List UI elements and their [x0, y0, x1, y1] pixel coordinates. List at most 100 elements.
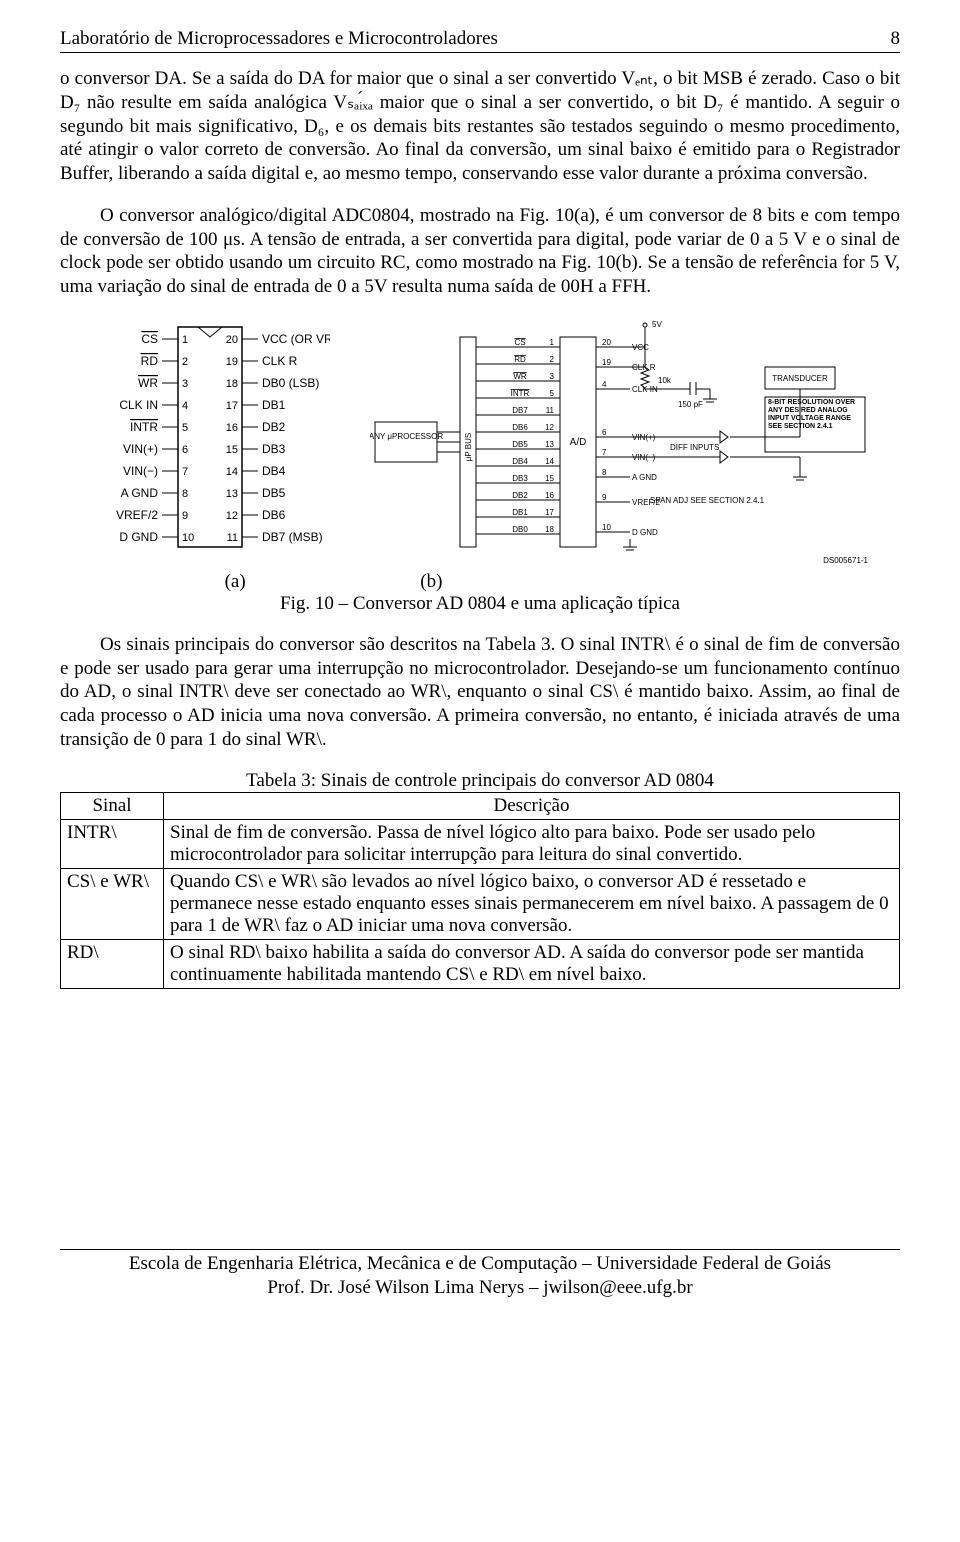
fig-label-a: (a) [60, 571, 350, 593]
svg-text:D GND: D GND [119, 530, 158, 544]
bus-label: μP BUS [464, 433, 473, 461]
svg-text:CS: CS [514, 338, 525, 347]
svg-text:DB3: DB3 [512, 474, 528, 483]
svg-text:WR: WR [513, 372, 527, 381]
svg-text:16: 16 [226, 422, 238, 434]
desc-cell: Sinal de fim de conversão. Passa de níve… [164, 819, 900, 868]
svg-text:DB5: DB5 [262, 486, 286, 500]
svg-text:INTR: INTR [130, 420, 158, 434]
svg-text:4: 4 [182, 400, 188, 412]
svg-text:RD: RD [514, 355, 526, 364]
table3: Sinal Descrição INTR\ Sinal de fim de co… [60, 792, 900, 989]
paragraph-2: O conversor analógico/digital ADC0804, m… [60, 204, 900, 299]
svg-text:18: 18 [545, 525, 554, 534]
fig10-caption: Fig. 10 – Conversor AD 0804 e uma aplica… [60, 593, 900, 615]
svg-text:14: 14 [226, 466, 238, 478]
svg-text:DB2: DB2 [262, 420, 286, 434]
svg-text:A GND: A GND [632, 473, 657, 482]
svg-text:WR: WR [138, 376, 158, 390]
svg-text:11: 11 [227, 532, 238, 544]
svg-text:RD: RD [141, 354, 159, 368]
svg-text:DB3: DB3 [262, 442, 286, 456]
svg-text:9: 9 [182, 510, 188, 522]
span-label: SPAN ADJ SEE SECTION 2.4.1 [650, 496, 765, 505]
page-header: Laboratório de Microprocessadores e Micr… [60, 28, 900, 53]
svg-text:3: 3 [550, 372, 555, 381]
table-h2: Descrição [164, 792, 900, 819]
r-label: 10k [658, 376, 672, 385]
svg-text:2: 2 [182, 356, 188, 368]
figure-10: 1CS20VCC (OR VREF)2RD19CLK R3WR18DB0 (LS… [60, 317, 900, 567]
proc-label: ANY μPROCESSOR [370, 432, 443, 441]
svg-text:17: 17 [226, 400, 238, 412]
svg-text:6: 6 [182, 444, 188, 456]
svg-text:10: 10 [602, 523, 611, 532]
svg-text:DB0: DB0 [512, 525, 528, 534]
svg-text:12: 12 [226, 510, 238, 522]
svg-text:CS: CS [141, 332, 158, 346]
svg-text:7: 7 [602, 448, 607, 457]
ds-label: DS005671-1 [823, 556, 868, 565]
svg-text:DB1: DB1 [512, 508, 528, 517]
svg-text:11: 11 [546, 406, 555, 415]
svg-text:5: 5 [182, 422, 188, 434]
svg-text:DB4: DB4 [262, 464, 286, 478]
signal-cell: INTR\ [61, 819, 164, 868]
svg-text:CLK R: CLK R [262, 354, 298, 368]
svg-text:DB1: DB1 [262, 398, 286, 412]
svg-text:A GND: A GND [121, 486, 159, 500]
svg-text:DB4: DB4 [512, 457, 528, 466]
svg-text:DB7 (MSB): DB7 (MSB) [262, 530, 323, 544]
svg-text:13: 13 [226, 488, 238, 500]
paragraph-1: o conversor DA. Se a saída do DA for mai… [60, 67, 900, 186]
table-header-row: Sinal Descrição [61, 792, 900, 819]
svg-text:4: 4 [602, 380, 607, 389]
ad-label: A/D [570, 437, 587, 448]
svg-text:VIN(−): VIN(−) [123, 464, 158, 478]
fig-label-b: (b) [350, 571, 900, 593]
svg-text:17: 17 [545, 508, 554, 517]
svg-text:2: 2 [550, 355, 555, 364]
header-title: Laboratório de Microprocessadores e Micr… [60, 28, 498, 50]
svg-text:20: 20 [602, 338, 611, 347]
svg-text:VCC (OR VREF): VCC (OR VREF) [262, 332, 330, 346]
svg-text:10: 10 [182, 532, 194, 544]
svg-text:12: 12 [545, 423, 554, 432]
svg-text:15: 15 [545, 474, 554, 483]
fig10a-pinout: 1CS20VCC (OR VREF)2RD19CLK R3WR18DB0 (LS… [90, 317, 330, 567]
svg-text:5: 5 [550, 389, 555, 398]
diff-label: DIFF INPUTS [670, 443, 719, 452]
vcc-label: 5V [652, 320, 662, 329]
svg-text:CLK IN: CLK IN [119, 398, 158, 412]
desc-cell: Quando CS\ e WR\ são levados ao nível ló… [164, 868, 900, 939]
svg-text:D GND: D GND [632, 528, 658, 537]
table-row: INTR\ Sinal de fim de conversão. Passa d… [61, 819, 900, 868]
signal-cell: CS\ e WR\ [61, 868, 164, 939]
page: Laboratório de Microprocessadores e Micr… [0, 0, 960, 1321]
svg-text:DB6: DB6 [512, 423, 528, 432]
svg-text:INTR: INTR [511, 389, 530, 398]
svg-text:16: 16 [545, 491, 554, 500]
table-row: RD\ O sinal RD\ baixo habilita a saída d… [61, 939, 900, 988]
svg-text:DB0 (LSB): DB0 (LSB) [262, 376, 319, 390]
svg-text:DB7: DB7 [512, 406, 528, 415]
svg-text:15: 15 [226, 444, 238, 456]
svg-text:6: 6 [602, 428, 607, 437]
svg-text:18: 18 [226, 378, 238, 390]
header-pagenum: 8 [891, 28, 901, 50]
svg-text:DB6: DB6 [262, 508, 286, 522]
svg-text:DB5: DB5 [512, 440, 528, 449]
svg-text:7: 7 [182, 466, 188, 478]
svg-text:9: 9 [602, 493, 607, 502]
table3-caption: Tabela 3: Sinais de controle principais … [60, 770, 900, 792]
paragraph-3: Os sinais principais do conversor são de… [60, 633, 900, 752]
svg-text:1: 1 [182, 334, 188, 346]
svg-text:19: 19 [226, 356, 238, 368]
svg-text:3: 3 [182, 378, 188, 390]
svg-text:1: 1 [550, 338, 555, 347]
footer-line2: Prof. Dr. José Wilson Lima Nerys – jwils… [60, 1276, 900, 1301]
svg-text:8: 8 [182, 488, 188, 500]
note-label: 8-BIT RESOLUTION OVER ANY DESIRED ANALOG… [768, 399, 863, 431]
svg-text:13: 13 [545, 440, 554, 449]
table-h1: Sinal [61, 792, 164, 819]
